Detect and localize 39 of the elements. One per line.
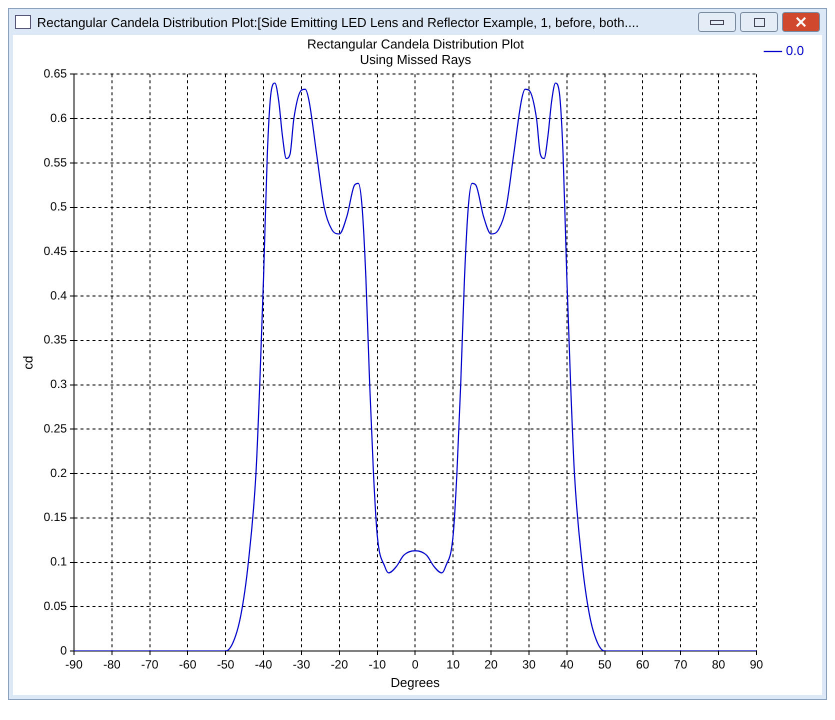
x-tick-label: -50 [216,658,235,672]
x-tick-label: -70 [141,658,159,672]
x-tick-label: 50 [598,658,612,672]
x-tick-label: 30 [522,658,536,672]
y-tick-label: 0.55 [44,155,68,170]
x-tick-label: -40 [254,658,273,672]
x-tick-label: -80 [103,658,121,672]
y-tick-label: 0.4 [50,288,68,302]
x-axis-title: Degrees [390,674,440,690]
x-tick-label: 40 [560,658,574,672]
x-tick-label: -30 [292,658,310,672]
y-tick-label: 0 [60,643,68,658]
text: Rectangular Candela Distribution Plot:[Side Emitting LED Lens and Reflector Example, 1, before, both.... [37,14,640,30]
y-tick-label: 0.15 [44,510,68,524]
y-tick-label: 0.1 [50,554,68,569]
x-tick-label: 80 [712,658,726,672]
y-tick-label: 0.3 [50,377,68,392]
x-tick-label: 70 [674,658,688,672]
x-tick-label: 0 [412,658,419,672]
chart-title: Rectangular Candela Distribution Plot [307,36,524,52]
x-tick-label: 20 [484,658,498,672]
y-tick-label: 0.6 [50,110,68,125]
y-axis-title: cd [20,356,36,370]
y-tick-label: 0.45 [44,244,68,258]
y-tick-label: 0.35 [44,332,68,347]
x-tick-label: 10 [446,658,460,672]
x-tick-label: 60 [636,658,650,672]
x-tick-label: -10 [368,658,386,672]
y-tick-label: 0.05 [44,598,68,613]
y-tick-label: 0.65 [44,66,68,81]
x-tick-label: -60 [179,658,197,672]
y-tick-label: 0.5 [50,200,68,214]
y-tick-label: 0.25 [44,421,68,436]
x-tick-label: -20 [330,658,348,672]
x-tick-label: -90 [65,658,83,672]
chart-subtitle: Using Missed Rays [360,52,472,67]
y-tick-label: 0.2 [50,466,68,480]
legend-label: 0.0 [786,43,804,58]
x-tick-label: 90 [750,658,764,672]
